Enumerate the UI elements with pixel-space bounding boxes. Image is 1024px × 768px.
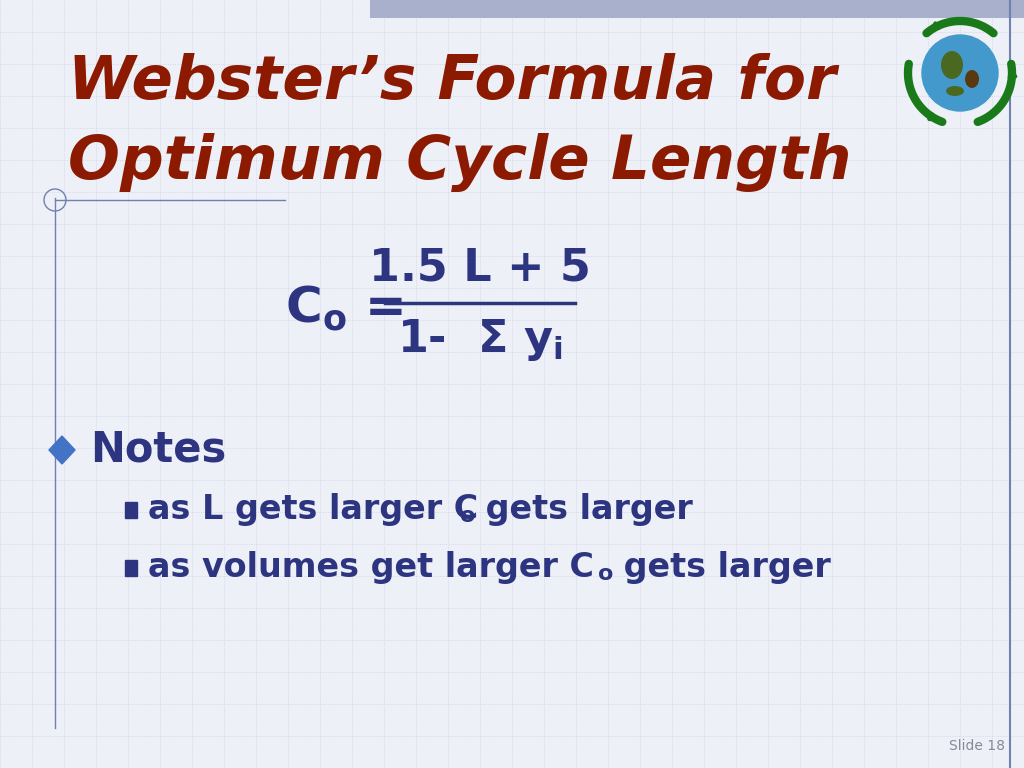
Circle shape bbox=[922, 35, 998, 111]
Text: as volumes get larger C: as volumes get larger C bbox=[148, 551, 594, 584]
Text: gets larger: gets larger bbox=[474, 494, 693, 527]
Polygon shape bbox=[125, 502, 137, 518]
Text: o: o bbox=[598, 564, 613, 584]
Text: as L gets larger C: as L gets larger C bbox=[148, 494, 478, 527]
Bar bbox=[370, 0, 1024, 18]
Polygon shape bbox=[125, 560, 137, 576]
Ellipse shape bbox=[946, 86, 964, 96]
Text: Optimum Cycle Length: Optimum Cycle Length bbox=[68, 133, 852, 192]
Polygon shape bbox=[49, 436, 75, 464]
Text: $\mathbf{C_o}$ =: $\mathbf{C_o}$ = bbox=[285, 283, 403, 333]
Text: 1.5 L + 5: 1.5 L + 5 bbox=[369, 247, 591, 290]
Text: 1-  $\mathbf{\Sigma}$ $\mathbf{y_i}$: 1- $\mathbf{\Sigma}$ $\mathbf{y_i}$ bbox=[397, 317, 563, 363]
Text: Webster’s Formula for: Webster’s Formula for bbox=[68, 53, 837, 112]
Text: gets larger: gets larger bbox=[612, 551, 830, 584]
Text: Notes: Notes bbox=[90, 429, 226, 471]
Ellipse shape bbox=[941, 51, 963, 79]
Text: Slide 18: Slide 18 bbox=[949, 739, 1005, 753]
Ellipse shape bbox=[965, 70, 979, 88]
Text: o: o bbox=[460, 506, 475, 526]
